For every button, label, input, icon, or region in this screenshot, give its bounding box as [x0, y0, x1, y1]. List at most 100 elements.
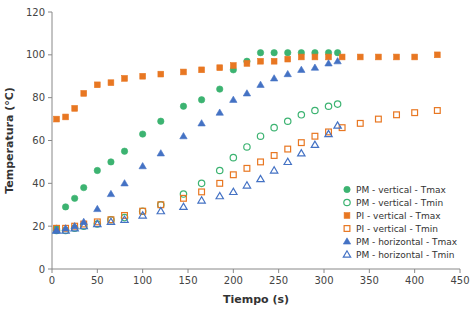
point	[158, 118, 164, 124]
legend-marker	[344, 213, 350, 219]
y-tick	[48, 269, 52, 270]
point	[325, 60, 332, 66]
series	[53, 122, 341, 233]
y-tick	[48, 97, 52, 98]
point	[312, 54, 318, 60]
point	[434, 108, 440, 114]
point	[72, 105, 78, 111]
point	[270, 167, 277, 173]
x-tick	[414, 269, 415, 273]
point	[199, 189, 205, 195]
point	[376, 54, 382, 60]
point	[53, 227, 60, 233]
point	[139, 131, 145, 137]
point	[230, 172, 236, 178]
x-tick	[52, 269, 53, 273]
point	[81, 184, 87, 190]
x-tick	[460, 269, 461, 273]
x-tick	[278, 269, 279, 273]
point	[285, 56, 291, 62]
legend-marker	[344, 199, 350, 205]
point	[108, 159, 114, 165]
point	[53, 227, 60, 233]
point	[394, 112, 400, 118]
point	[271, 124, 277, 130]
legend-label: PM - vertical - Tmin	[356, 198, 443, 208]
series	[53, 101, 340, 234]
point	[122, 76, 128, 82]
point	[339, 54, 345, 60]
x-axis-label: Tiempo (s)	[223, 293, 289, 306]
point	[180, 203, 187, 209]
point	[394, 54, 400, 60]
y-tick-label: 20	[32, 221, 45, 232]
y-tick-label: 120	[26, 7, 45, 18]
x-tick	[142, 269, 143, 273]
point	[258, 58, 264, 64]
point	[270, 75, 277, 81]
point	[326, 54, 332, 60]
point	[284, 158, 291, 164]
point	[243, 90, 250, 96]
point	[412, 110, 418, 116]
legend-label: PI - vertical - Tmax	[356, 211, 441, 221]
point	[62, 227, 69, 233]
point	[298, 66, 305, 72]
y-tick	[48, 140, 52, 141]
point	[121, 148, 127, 154]
point	[199, 67, 205, 73]
y-tick	[48, 54, 52, 55]
point	[412, 54, 418, 60]
point	[230, 96, 237, 102]
point	[107, 190, 114, 196]
point	[63, 114, 69, 120]
x-axis-line	[52, 269, 460, 270]
point	[198, 197, 205, 203]
point	[311, 64, 318, 70]
x-tick-label: 300	[314, 275, 333, 286]
point	[271, 49, 277, 55]
x-tick-label: 400	[405, 275, 424, 286]
point	[284, 70, 291, 76]
legend-marker	[344, 226, 350, 232]
point	[140, 73, 146, 79]
point	[230, 63, 236, 69]
point	[198, 97, 204, 103]
x-tick	[324, 269, 325, 273]
point	[180, 133, 187, 139]
point	[285, 49, 291, 55]
point	[158, 71, 164, 77]
point	[244, 144, 250, 150]
legend-marker	[344, 186, 350, 192]
y-tick	[48, 226, 52, 227]
point	[312, 107, 318, 113]
x-tick-label: 250	[269, 275, 288, 286]
legend-label: PM - vertical - Tmax	[356, 185, 446, 195]
legend-label: PM - horizontal - Tmax	[356, 237, 458, 247]
point	[257, 133, 263, 139]
point	[94, 205, 101, 211]
point	[312, 133, 318, 139]
point	[217, 65, 223, 71]
x-tick-label: 450	[450, 275, 469, 286]
series	[53, 58, 341, 233]
y-tick	[48, 183, 52, 184]
point	[334, 122, 341, 128]
point	[62, 204, 68, 210]
point	[80, 222, 87, 228]
point	[180, 103, 186, 109]
point	[217, 180, 223, 186]
point	[216, 193, 223, 199]
point	[334, 58, 341, 64]
point	[121, 180, 128, 186]
point	[285, 118, 291, 124]
series	[54, 52, 441, 122]
point	[298, 150, 305, 156]
point	[325, 103, 331, 109]
legend-marker	[343, 238, 350, 244]
legend-marker	[343, 251, 350, 257]
point	[81, 91, 87, 97]
point	[257, 81, 264, 87]
point	[257, 175, 264, 181]
legend: PM - vertical - Tmax PM - vertical - Tmin…	[343, 185, 457, 260]
